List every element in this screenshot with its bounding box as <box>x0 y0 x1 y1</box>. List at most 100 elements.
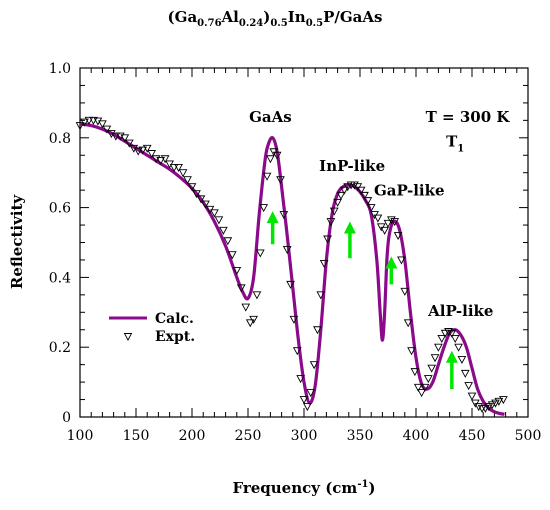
y-tick-label: 0.2 <box>49 340 71 356</box>
expt-point <box>156 157 165 166</box>
expt-point <box>111 132 121 141</box>
expt-point <box>491 399 500 408</box>
expt-point <box>75 122 85 131</box>
peak-annotation: T = 300 K <box>426 108 511 126</box>
expt-point <box>380 226 389 235</box>
title-tail: P/GaAs <box>323 8 382 26</box>
expt-point <box>316 291 326 300</box>
expt-point <box>366 204 376 213</box>
expt-point <box>120 134 130 143</box>
expt-point <box>142 144 152 153</box>
expt-point <box>487 401 497 410</box>
expt-point <box>266 155 275 164</box>
expt-point <box>484 403 494 412</box>
expt-point <box>457 355 467 364</box>
title-close: ) <box>263 8 270 26</box>
expt-point <box>80 118 89 127</box>
expt-point <box>232 266 242 275</box>
expt-point <box>460 369 470 378</box>
legend-expt-label: Expt. <box>155 329 195 345</box>
title-in-sub: 0.5 <box>306 18 323 29</box>
expt-point <box>423 375 433 384</box>
expt-point <box>219 226 228 235</box>
expt-point <box>413 383 423 392</box>
arrows-layer <box>266 211 458 390</box>
expt-point <box>407 347 416 356</box>
x-tick-label: 400 <box>403 428 430 444</box>
x-tick-label: 150 <box>123 428 150 444</box>
legend-expt-marker <box>123 333 133 341</box>
peak-arrow-head <box>343 221 356 234</box>
expt-point <box>464 382 473 391</box>
title-al-sub: 0.24 <box>239 18 263 29</box>
expt-point <box>292 347 302 356</box>
expt-point <box>430 354 440 363</box>
expt-point <box>249 315 258 324</box>
y-tick-label: 0 <box>62 410 71 426</box>
expt-point <box>223 237 233 246</box>
expt-point <box>383 219 393 228</box>
axis-ticks <box>79 67 529 418</box>
expt-point <box>390 218 400 227</box>
expt-point <box>499 396 508 405</box>
expt-point <box>343 183 353 192</box>
expt-point <box>282 246 292 255</box>
expt-point <box>174 164 183 173</box>
annotations-layer: GaAs InP-like GaP-like AlP-like T = 300 K <box>249 108 510 320</box>
expt-point <box>187 183 197 192</box>
expt-point <box>373 214 383 223</box>
peak-arrow-head <box>385 256 398 269</box>
expt-point <box>356 186 366 195</box>
title-group-sub: 0.5 <box>270 18 287 29</box>
expt-point <box>360 191 369 200</box>
expt-point <box>160 155 170 164</box>
expt-point <box>474 403 484 412</box>
y-tick-label: 0.8 <box>49 131 71 147</box>
expt-point <box>192 190 201 199</box>
title-open: (Ga <box>168 8 198 26</box>
peak-annotation: InP-like <box>319 157 385 175</box>
expt-point <box>133 147 143 156</box>
series-calc-line <box>79 122 505 416</box>
x-tick-label: 250 <box>235 428 262 444</box>
expt-point <box>397 256 406 265</box>
expt-point <box>241 303 251 312</box>
expt-point <box>276 176 285 185</box>
expt-point <box>313 326 322 335</box>
expt-point <box>410 368 420 377</box>
expt-point <box>93 117 103 126</box>
title-al: Al <box>221 8 240 26</box>
x-axis-label: Frequency (cm-1) <box>232 479 375 497</box>
y-axis-label: Reflectivity <box>8 194 26 290</box>
y-tick-label: 0.4 <box>49 270 71 286</box>
x-axis-label-close: ) <box>368 479 375 497</box>
expt-point <box>147 150 157 159</box>
expt-point <box>84 116 94 125</box>
expt-point <box>227 251 237 260</box>
t1-main: T <box>446 133 458 151</box>
x-tick-label: 350 <box>347 428 374 444</box>
expt-point <box>403 319 413 328</box>
legend: Calc. Expt. <box>109 311 195 345</box>
expt-point <box>255 249 265 258</box>
expt-point <box>309 361 319 370</box>
expt-point <box>350 181 359 190</box>
expt-point <box>467 392 477 401</box>
expt-point <box>210 209 219 218</box>
expt-point <box>434 343 443 352</box>
series-layer <box>75 116 508 416</box>
expt-point <box>481 404 490 413</box>
y-tick-label: 0.6 <box>49 201 71 217</box>
expt-point <box>387 216 396 225</box>
expt-point <box>169 164 179 173</box>
expt-point <box>178 169 188 178</box>
expt-point <box>326 218 336 227</box>
expt-point <box>336 191 346 200</box>
expt-point <box>306 389 316 398</box>
expt-point <box>299 396 309 405</box>
x-tick-label: 300 <box>291 428 318 444</box>
expt-point <box>420 383 430 392</box>
peak-arrow-head <box>266 211 279 224</box>
expt-point <box>259 204 269 213</box>
expt-point <box>303 403 312 412</box>
